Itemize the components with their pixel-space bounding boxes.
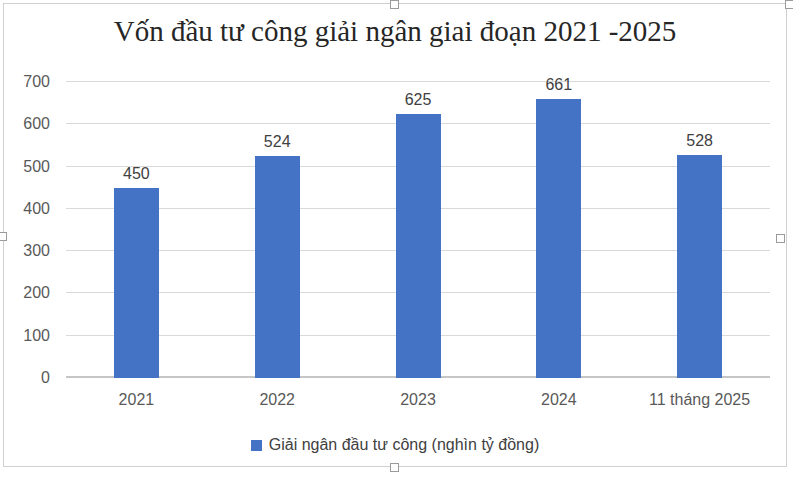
bar-2023[interactable] [396, 114, 441, 378]
bar-2022[interactable] [255, 156, 300, 378]
legend-marker-icon [251, 440, 262, 451]
y-tick-label: 500 [4, 158, 50, 176]
data-label-2023: 625 [348, 90, 489, 109]
selection-handle-top[interactable] [390, 0, 399, 9]
y-tick-label: 700 [4, 73, 50, 91]
data-label-2024: 661 [488, 75, 629, 94]
legend: Giải ngân đầu tư công (nghìn tỷ đồng) [4, 436, 786, 454]
x-category-label-11 tháng 2025: 11 tháng 2025 [629, 389, 770, 411]
legend-label: Giải ngân đầu tư công (nghìn tỷ đồng) [269, 436, 539, 454]
bar-11 tháng 2025[interactable] [677, 155, 722, 378]
y-tick-label: 0 [4, 369, 50, 387]
selection-handle-left[interactable] [0, 232, 7, 241]
y-tick-label: 100 [4, 327, 50, 345]
bar-2021[interactable] [114, 188, 159, 378]
gridline [66, 81, 770, 82]
chart-title: Vốn đầu tư công giải ngân giai đoạn 2021… [4, 15, 786, 48]
y-axis: 0100200300400500600700 [4, 82, 50, 378]
x-axis: 202120222023202411 tháng 2025 [66, 389, 770, 411]
data-label-11 tháng 2025: 528 [629, 131, 770, 150]
data-label-2021: 450 [66, 164, 207, 183]
y-tick-label: 400 [4, 200, 50, 218]
selection-handle-right[interactable] [776, 234, 785, 243]
y-tick-label: 300 [4, 242, 50, 260]
selection-handle-top-right[interactable] [785, 0, 793, 9]
x-category-label-2021: 2021 [66, 389, 207, 411]
selection-handle-bottom[interactable] [390, 463, 399, 472]
x-category-label-2023: 2023 [348, 389, 489, 411]
y-tick-label: 600 [4, 115, 50, 133]
x-category-label-2022: 2022 [207, 389, 348, 411]
x-category-label-2024: 2024 [488, 389, 629, 411]
y-tick-label: 200 [4, 284, 50, 302]
plot-area: 450524625661528 [66, 82, 770, 378]
chart-object[interactable]: Vốn đầu tư công giải ngân giai đoạn 2021… [3, 3, 787, 467]
data-label-2022: 524 [207, 132, 348, 151]
bar-2024[interactable] [536, 99, 581, 379]
